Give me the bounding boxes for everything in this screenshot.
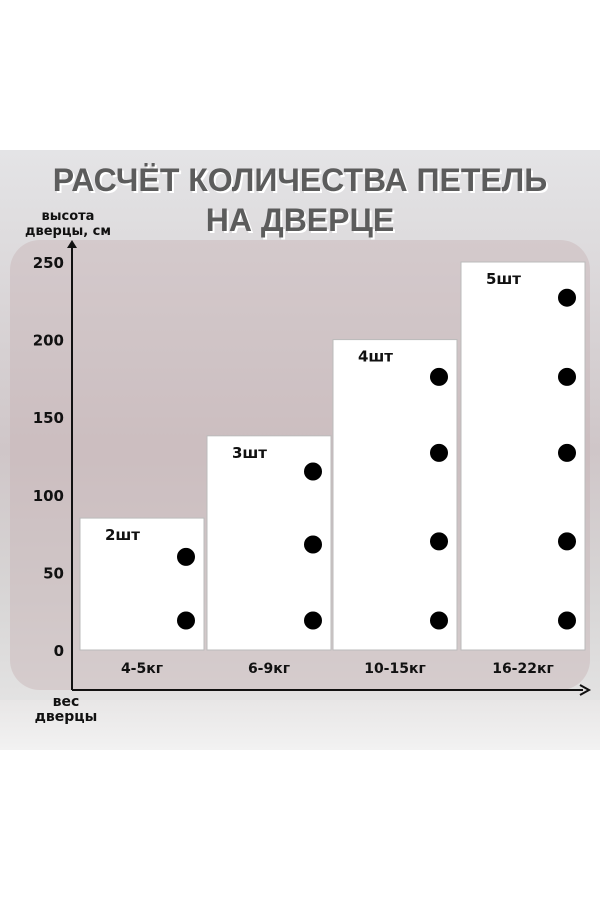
x-axis-arrow-icon <box>579 684 592 696</box>
hinge-dot <box>556 365 578 388</box>
hinge-dot <box>302 609 324 632</box>
floor-background <box>0 700 600 750</box>
hinge-dot <box>428 530 450 553</box>
x-tick-label: 16-22кг <box>492 661 554 677</box>
hinge-dot <box>556 530 578 553</box>
x-tick-label: 4-5кг <box>121 661 163 677</box>
hinge-dot <box>428 441 450 464</box>
hinge-dot <box>556 441 578 464</box>
x-axis-label-line1: вес <box>53 694 80 710</box>
y-axis-arrow-icon <box>67 240 77 248</box>
hinge-dot <box>175 609 197 632</box>
bar-label: 3шт <box>232 444 267 462</box>
hinge-dot <box>175 545 197 568</box>
hinge-dot <box>302 460 324 483</box>
y-tick-label: 0 <box>54 642 64 660</box>
title-line-2: НА ДВЕРЦЕ <box>205 202 395 238</box>
hinge-dot <box>556 609 578 632</box>
y-tick-label: 250 <box>33 254 64 272</box>
y-tick-label: 200 <box>33 332 64 350</box>
y-tick-label: 150 <box>33 409 64 427</box>
hinge-dot <box>302 533 324 556</box>
x-axis-label-line2: дверцы <box>35 709 98 725</box>
hinge-dot <box>428 609 450 632</box>
x-tick-label: 6-9кг <box>248 661 290 677</box>
title-line-1: РАСЧЁТ КОЛИЧЕСТВА ПЕТЕЛЬ <box>52 162 548 198</box>
x-tick-label: 10-15кг <box>364 661 426 677</box>
hinge-dot <box>556 286 578 309</box>
bar-label: 2шт <box>105 526 140 544</box>
bar-10-15кг <box>332 339 458 651</box>
y-tick-label: 100 <box>33 487 64 505</box>
y-axis-label-line1: высота <box>42 209 95 224</box>
bar-label: 4шт <box>358 348 393 366</box>
bar-label: 5шт <box>486 270 521 288</box>
y-axis-label-line2: дверцы, см <box>25 224 111 239</box>
y-tick-label: 50 <box>43 564 64 582</box>
hinge-dot <box>428 365 450 388</box>
